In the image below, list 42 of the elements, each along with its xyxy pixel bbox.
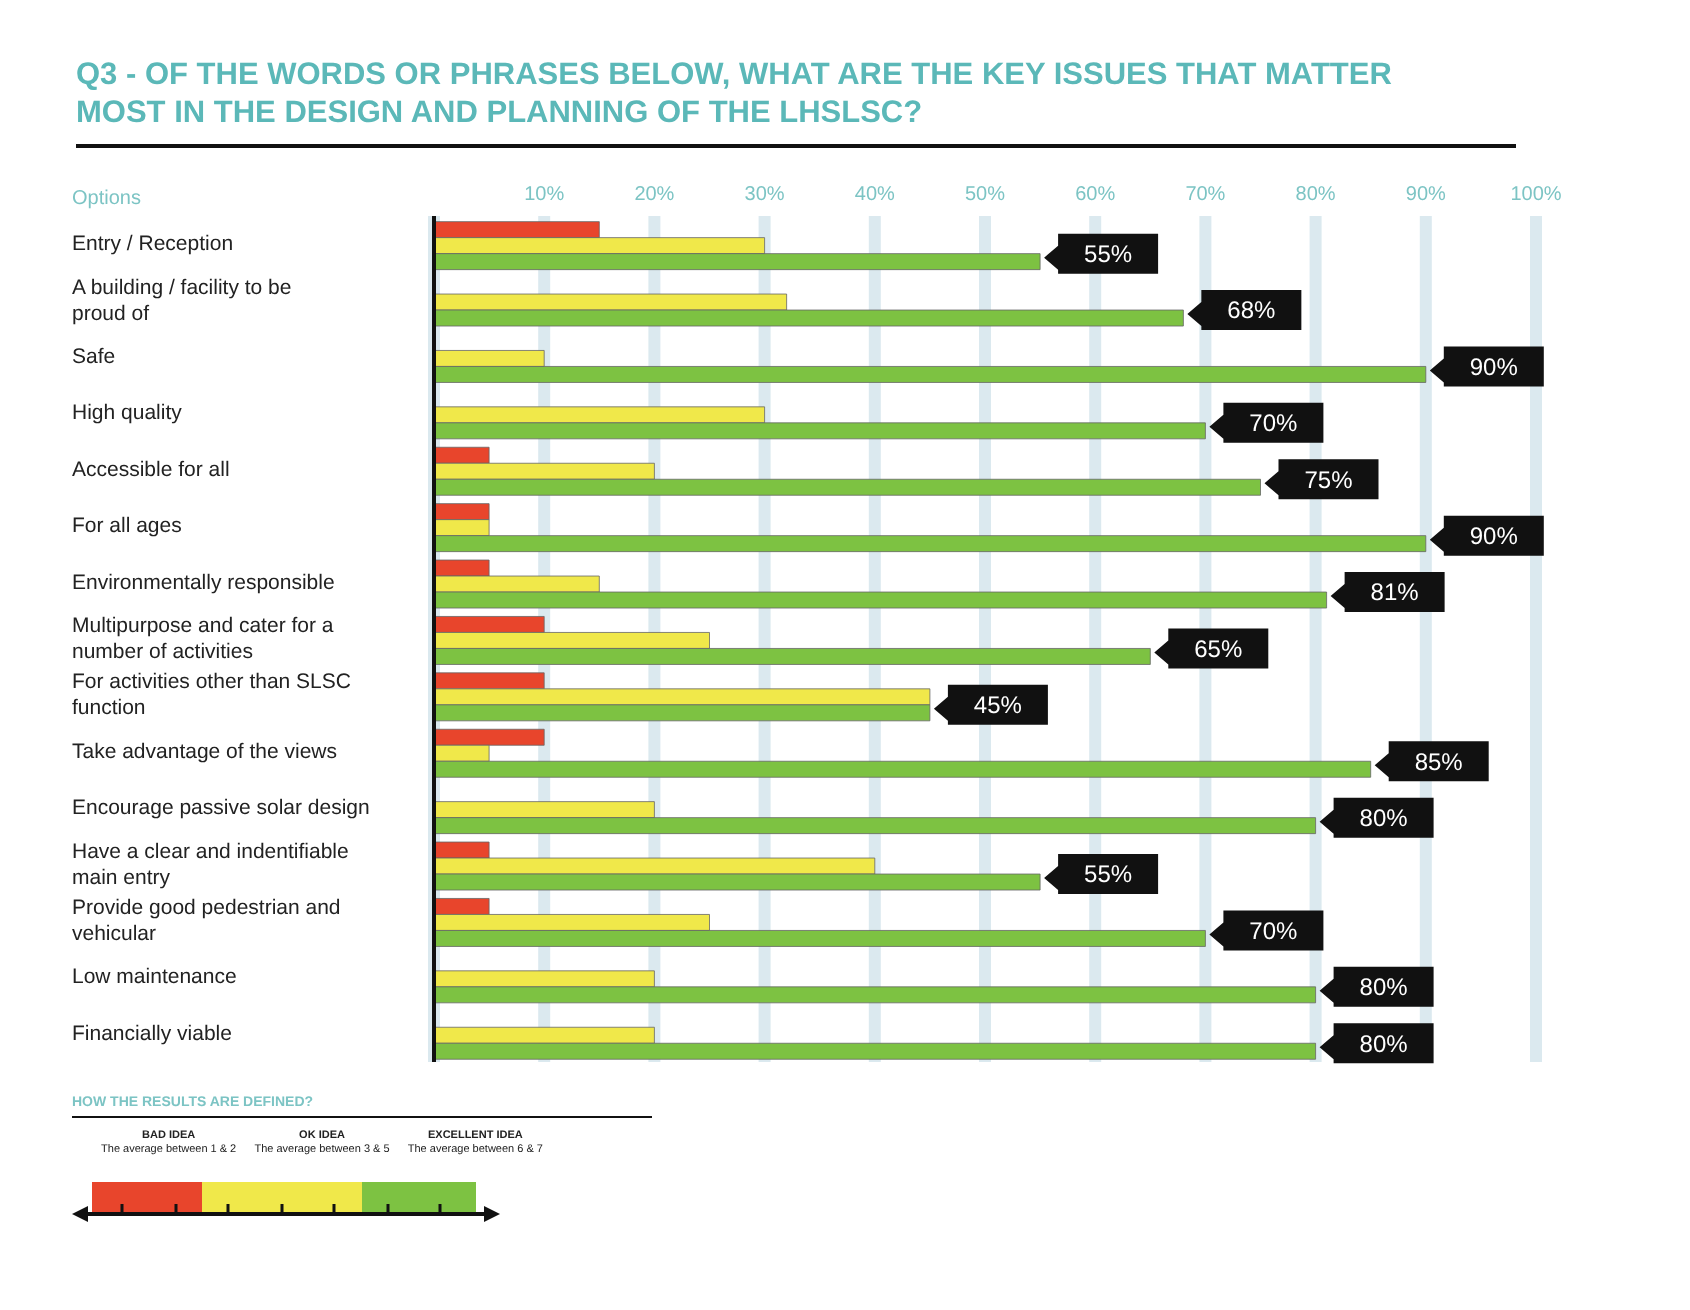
y-tick-label: Environmentally responsible [72,570,335,595]
y-tick-label: Entry / Reception [72,231,234,256]
x-tick-label: 40% [854,184,896,206]
data-label: 68% [1227,296,1277,325]
data-label: 70% [1249,409,1299,438]
data-label: 90% [1469,521,1519,550]
data-label: 80% [1359,973,1409,1002]
data-label: 80% [1359,1029,1409,1058]
x-tick-label: 100% [1510,184,1562,206]
data-label: 90% [1469,352,1519,381]
y-tick-label: Take advantage of the views [72,739,338,764]
y-tick-label: Safe [72,344,116,369]
x-tick-label: 80% [1295,184,1336,206]
x-tick-label: 90% [1405,184,1447,206]
data-label: 80% [1359,803,1409,832]
y-tick-label: Accessible for all [72,457,230,482]
y-tick-label: Financially viable [72,1021,233,1046]
data-label: 55% [1084,239,1133,268]
data-label: 45% [973,691,1023,720]
data-label: 85% [1414,747,1464,776]
y-tick-label: For activities other than SLSC function [72,669,352,720]
y-tick-label: Encourage passive solar design [72,795,370,820]
y-tick-label: Multipurpose and cater for a number of activities [72,613,334,664]
x-tick-label: 70% [1185,184,1226,206]
x-tick-label: 50% [964,184,1006,206]
y-tick-label: A building / facility to be proud of [72,275,292,326]
data-label: 55% [1084,860,1133,889]
x-tick-label: 30% [744,184,785,206]
y-axis-title: Options [72,188,141,210]
x-tick-label: 60% [1075,184,1116,206]
chart-title: Q3 - OF THE WORDS OR PHRASES BELOW, WHAT ARE THE KEY ISSUES THAT MATTER MOST IN THE DESIGN AND PLANNING OF THE LHSLSC? [76,56,1394,132]
data-label: 75% [1304,465,1354,494]
x-tick-label: 10% [524,184,565,206]
y-tick-label: Have a clear and indentifiable main entry [72,839,349,890]
data-label: 70% [1249,916,1299,945]
data-label: 65% [1194,634,1243,663]
x-tick-label: 20% [634,184,675,206]
y-tick-label: Low maintenance [72,964,237,989]
y-tick-label: High quality [72,400,184,425]
y-tick-label: For all ages [72,513,182,538]
data-label: 81% [1370,578,1420,607]
y-tick-label: Provide good pedestrian and vehicular [72,895,341,946]
